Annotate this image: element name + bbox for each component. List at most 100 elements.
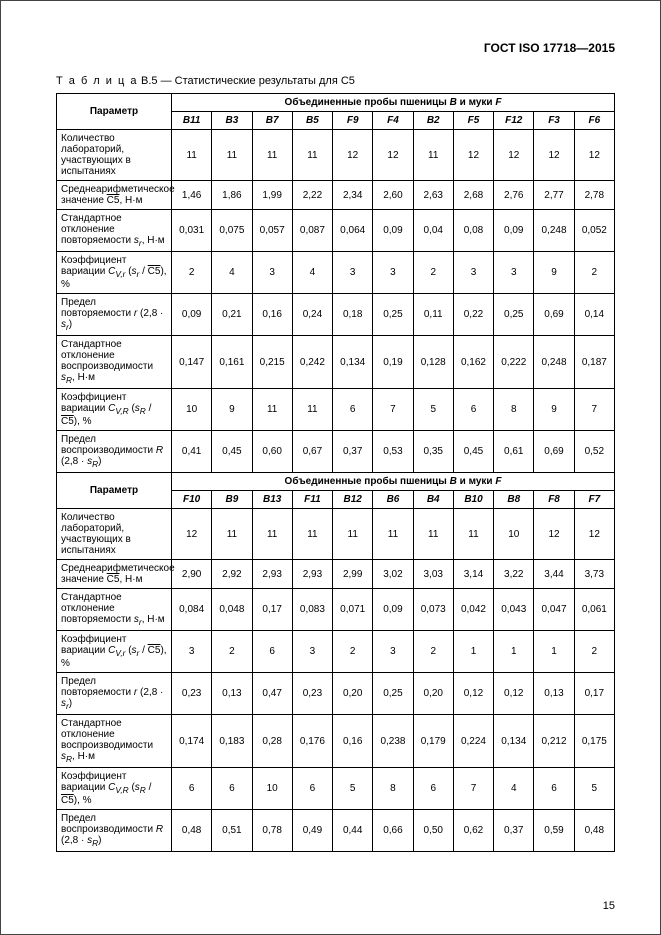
table-cell: 0,09 [373, 210, 413, 252]
param-label: Коэффициент вариации CV,R (sR / C5), % [57, 389, 172, 431]
table-cell: 3 [292, 631, 332, 673]
param-label: Коэффициент вариации CV,r (sr / C5), % [57, 252, 172, 294]
table-cell: 1 [534, 631, 574, 673]
table-cell: 0,28 [252, 715, 292, 768]
table-cell: 0,19 [373, 336, 413, 389]
column-header: B4 [413, 491, 453, 509]
table-cell: 3,02 [373, 560, 413, 589]
table-cell: 0,69 [534, 431, 574, 473]
table-cell: 0,084 [172, 589, 212, 631]
table-cell: 12 [534, 509, 574, 560]
column-header: F12 [494, 112, 534, 130]
caption-rest: В.5 — Статистические результаты для С5 [138, 75, 355, 87]
table-cell: 0,162 [453, 336, 493, 389]
table-cell: 11 [292, 389, 332, 431]
table-cell: 6 [333, 389, 373, 431]
table-cell: 2 [413, 252, 453, 294]
table-cell: 0,67 [292, 431, 332, 473]
table-cell: 0,20 [413, 673, 453, 715]
table-cell: 0,187 [574, 336, 614, 389]
table-cell: 0,09 [172, 294, 212, 336]
table-cell: 0,23 [172, 673, 212, 715]
table-cell: 11 [172, 130, 212, 181]
param-label: Стандартное отклонение повторяемости sr,… [57, 210, 172, 252]
table-cell: 3,73 [574, 560, 614, 589]
column-header: B11 [172, 112, 212, 130]
table-cell: 11 [413, 509, 453, 560]
table-cell: 2,78 [574, 181, 614, 210]
table-cell: 3,03 [413, 560, 453, 589]
table-cell: 0,073 [413, 589, 453, 631]
column-header: B12 [333, 491, 373, 509]
table-cell: 10 [494, 509, 534, 560]
table-cell: 0,212 [534, 715, 574, 768]
table-cell: 0,087 [292, 210, 332, 252]
column-header: F10 [172, 491, 212, 509]
table-cell: 2 [172, 252, 212, 294]
table-cell: 0,061 [574, 589, 614, 631]
table-cell: 0,25 [373, 673, 413, 715]
table-cell: 0,50 [413, 810, 453, 852]
table-cell: 12 [172, 509, 212, 560]
table-cell: 12 [494, 130, 534, 181]
table-cell: 0,21 [212, 294, 252, 336]
table-cell: 7 [453, 768, 493, 810]
table-cell: 0,075 [212, 210, 252, 252]
param-label: Предел повторяемости r (2,8 · sr) [57, 673, 172, 715]
table-cell: 0,161 [212, 336, 252, 389]
table-cell: 0,128 [413, 336, 453, 389]
column-header: F4 [373, 112, 413, 130]
column-header: F11 [292, 491, 332, 509]
table-cell: 5 [413, 389, 453, 431]
table-cell: 4 [212, 252, 252, 294]
table-cell: 1,99 [252, 181, 292, 210]
table-cell: 0,24 [292, 294, 332, 336]
param-header: Параметр [57, 94, 172, 130]
table-cell: 0,41 [172, 431, 212, 473]
param-label: Количество лабораторий, участвующих в ис… [57, 509, 172, 560]
table-cell: 2,99 [333, 560, 373, 589]
column-header: F9 [333, 112, 373, 130]
table-cell: 0,248 [534, 336, 574, 389]
param-label: Стандартное отклонение повторяемости sr,… [57, 589, 172, 631]
table-cell: 0,69 [534, 294, 574, 336]
table-cell: 0,147 [172, 336, 212, 389]
table-cell: 2,93 [252, 560, 292, 589]
table-cell: 7 [574, 389, 614, 431]
table-cell: 3,14 [453, 560, 493, 589]
table-cell: 0,08 [453, 210, 493, 252]
table-cell: 0,064 [333, 210, 373, 252]
table-cell: 2,22 [292, 181, 332, 210]
table-cell: 6 [413, 768, 453, 810]
table-cell: 0,224 [453, 715, 493, 768]
table-cell: 2 [574, 252, 614, 294]
table-cell: 0,22 [453, 294, 493, 336]
table-cell: 0,242 [292, 336, 332, 389]
table-cell: 6 [534, 768, 574, 810]
group-header: Объединенные пробы пшеницы B и муки F [172, 94, 615, 112]
table-cell: 0,48 [574, 810, 614, 852]
table-cell: 12 [574, 509, 614, 560]
table-cell: 2,68 [453, 181, 493, 210]
column-header: F8 [534, 491, 574, 509]
table-cell: 0,52 [574, 431, 614, 473]
table-cell: 0,17 [574, 673, 614, 715]
table-cell: 0,35 [413, 431, 453, 473]
table-caption: Т а б л и ц а В.5 — Статистические резул… [56, 75, 615, 87]
table-cell: 0,23 [292, 673, 332, 715]
table-cell: 0,14 [574, 294, 614, 336]
column-header: F6 [574, 112, 614, 130]
table-cell: 0,215 [252, 336, 292, 389]
table-cell: 4 [292, 252, 332, 294]
table-cell: 1,86 [212, 181, 252, 210]
table-cell: 0,047 [534, 589, 574, 631]
table-cell: 0,47 [252, 673, 292, 715]
table-cell: 0,53 [373, 431, 413, 473]
table-cell: 2,90 [172, 560, 212, 589]
table-cell: 6 [252, 631, 292, 673]
table-cell: 0,179 [413, 715, 453, 768]
table-cell: 0,25 [494, 294, 534, 336]
table-cell: 0,248 [534, 210, 574, 252]
table-cell: 0,45 [453, 431, 493, 473]
table-cell: 0,048 [212, 589, 252, 631]
